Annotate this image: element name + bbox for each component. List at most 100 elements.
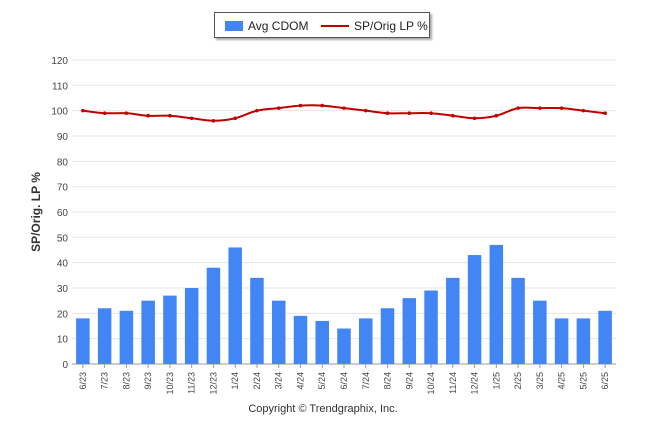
x-tick-label: 6/24 bbox=[339, 372, 349, 390]
x-axis-ticks: 6/23 7/23 8/23 9/23 10/23 11/23 12/23 1/24 2/24 3… bbox=[78, 364, 610, 395]
bar-10/24 bbox=[424, 290, 438, 364]
bar-6/25 bbox=[598, 310, 612, 364]
y-tick-label: 40 bbox=[57, 259, 69, 270]
x-tick-label: 9/24 bbox=[404, 372, 414, 390]
bar-5/25 bbox=[576, 318, 591, 364]
bar-5/24 bbox=[315, 320, 329, 364]
line-point-2/24 bbox=[255, 108, 259, 113]
y-tick-label: 10 bbox=[57, 335, 69, 346]
bar-12/24 bbox=[467, 255, 482, 364]
x-tick-label: 1/25 bbox=[491, 372, 501, 390]
x-tick-label: 11/23 bbox=[187, 372, 197, 394]
line-point-7/23 bbox=[102, 111, 107, 115]
bar-2/25 bbox=[511, 277, 525, 364]
line-point-6/24 bbox=[342, 106, 346, 110]
y-tick-label: 70 bbox=[57, 183, 69, 194]
bar-2/24 bbox=[250, 277, 264, 364]
x-tick-label: 10/23 bbox=[165, 372, 175, 395]
bar-11/24 bbox=[446, 277, 460, 364]
x-tick-label: 6/25 bbox=[600, 372, 610, 390]
y-tick-label: 110 bbox=[52, 81, 68, 92]
bar-1/24 bbox=[228, 247, 242, 364]
legend: Avg CDOM SP/Orig LP % bbox=[214, 12, 430, 38]
y-tick-label: 30 bbox=[57, 284, 69, 295]
bar-8/24 bbox=[380, 308, 395, 364]
x-tick-label: 5/25 bbox=[578, 372, 588, 390]
x-tick-label: 11/24 bbox=[448, 372, 458, 394]
line-point-6/25 bbox=[603, 111, 607, 115]
y-axis-label: SP/Orig. LP % bbox=[29, 172, 43, 252]
line-point-10/24 bbox=[429, 111, 433, 115]
line-point-3/25 bbox=[538, 106, 542, 110]
x-tick-label: 3/25 bbox=[535, 372, 545, 390]
y-tick-label: 80 bbox=[57, 157, 69, 168]
bar-12/23 bbox=[206, 267, 221, 364]
y-tick-label: 60 bbox=[57, 208, 69, 219]
bar-1/25 bbox=[489, 244, 504, 364]
line-point-7/24 bbox=[363, 108, 368, 113]
bar-10/23 bbox=[163, 295, 177, 364]
line-point-2/25 bbox=[516, 106, 520, 110]
gridlines bbox=[72, 59, 616, 365]
line-point-11/23 bbox=[189, 116, 194, 121]
x-tick-label: 3/24 bbox=[274, 372, 284, 390]
x-tick-label: 8/23 bbox=[121, 372, 131, 390]
line-point-8/24 bbox=[385, 111, 390, 115]
legend-bar-label: Avg CDOM bbox=[248, 19, 309, 33]
line-point-12/24 bbox=[472, 116, 477, 121]
line-point-12/23 bbox=[211, 119, 216, 123]
x-tick-label: 8/24 bbox=[383, 372, 393, 390]
line-point-5/25 bbox=[581, 108, 586, 113]
bar-6/24 bbox=[337, 328, 351, 364]
bar-3/25 bbox=[533, 300, 547, 364]
legend-item-line: SP/Orig LP % bbox=[321, 19, 428, 33]
x-tick-label: 4/25 bbox=[557, 372, 567, 390]
legend-bar-swatch bbox=[225, 21, 243, 31]
line-point-5/24 bbox=[320, 103, 325, 108]
legend-line-swatch bbox=[321, 25, 349, 27]
line-point-1/24 bbox=[233, 116, 237, 121]
line-point-9/23 bbox=[146, 113, 150, 118]
x-tick-label: 6/23 bbox=[78, 372, 88, 390]
bar-9/23 bbox=[141, 300, 155, 364]
bar-series bbox=[76, 244, 612, 364]
bar-7/23 bbox=[97, 308, 112, 364]
line-point-3/24 bbox=[276, 106, 281, 110]
line-point-9/24 bbox=[407, 111, 412, 115]
line-point-6/23 bbox=[81, 108, 85, 113]
bar-6/23 bbox=[76, 318, 90, 364]
line-point-4/25 bbox=[559, 106, 564, 110]
x-tick-label: 12/24 bbox=[470, 372, 480, 395]
y-tick-label: 0 bbox=[62, 360, 68, 371]
line-point-11/24 bbox=[451, 113, 455, 118]
line-point-10/23 bbox=[168, 113, 172, 118]
x-tick-label: 12/23 bbox=[208, 372, 218, 395]
x-tick-label: 7/23 bbox=[100, 372, 110, 390]
line-series bbox=[81, 103, 607, 123]
x-tick-label: 4/24 bbox=[295, 372, 305, 390]
legend-item-bar: Avg CDOM bbox=[225, 19, 308, 33]
y-tick-label: 50 bbox=[57, 233, 69, 244]
x-tick-label: 9/23 bbox=[143, 372, 153, 390]
x-tick-label: 5/24 bbox=[317, 372, 327, 390]
bar-11/23 bbox=[184, 288, 199, 364]
line-point-8/23 bbox=[124, 111, 129, 115]
bar-9/24 bbox=[402, 298, 417, 364]
y-tick-label: 120 bbox=[51, 56, 68, 67]
x-tick-label: 10/24 bbox=[426, 372, 436, 395]
bar-3/24 bbox=[271, 300, 286, 364]
bar-8/23 bbox=[119, 310, 134, 364]
bar-4/24 bbox=[293, 315, 308, 364]
y-axis-ticks: 0 10 20 30 40 50 60 70 80 90 100 110 120 bbox=[51, 56, 68, 371]
copyright: Copyright © Trendgraphix, Inc. bbox=[248, 403, 398, 415]
legend-line-label: SP/Orig LP % bbox=[354, 19, 428, 33]
x-tick-label: 1/24 bbox=[230, 372, 240, 390]
line-point-4/24 bbox=[298, 103, 303, 108]
x-tick-label: 7/24 bbox=[361, 372, 371, 390]
line-point-1/25 bbox=[494, 113, 499, 118]
y-tick-label: 20 bbox=[57, 309, 69, 320]
y-tick-label: 90 bbox=[57, 132, 69, 143]
bar-4/25 bbox=[554, 318, 569, 364]
bar-7/24 bbox=[359, 318, 373, 364]
